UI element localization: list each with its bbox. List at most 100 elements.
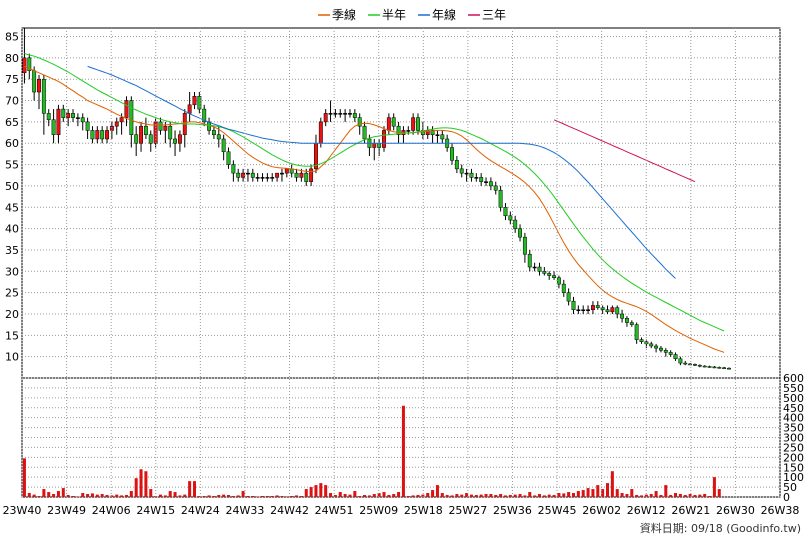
volume-bar [542,495,546,497]
candle-body [226,151,231,165]
candle-body [459,168,464,174]
volume-bar [640,495,644,497]
volume-bar [649,494,653,497]
volume-bar [314,485,318,497]
volume-bar [100,494,104,497]
volume-bar [688,494,692,497]
volume-bar [683,495,687,497]
volume-bar [435,485,439,497]
volume-bar [81,493,85,497]
ma-line [24,65,725,353]
candle-body [260,177,265,179]
volume-bar [606,483,610,497]
volume-bar [669,495,673,497]
candle-body [309,168,314,182]
volume-tick-label: 350 [783,422,804,435]
candle-body [629,322,634,325]
price-tick-label: 15 [5,329,19,342]
candle-body [134,134,139,144]
volume-bar [149,489,153,497]
volume-bar [163,495,167,497]
price-tick-label: 55 [5,159,19,172]
candle-body [649,343,654,347]
volume-bar [440,493,444,497]
candle-body [105,130,109,140]
x-tick-label: 24W51 [315,504,354,517]
volume-bar [115,494,119,497]
volume-bar [367,495,371,497]
candle-body [688,363,693,366]
volume-bar [557,493,561,497]
candle-body [236,172,241,178]
candle-body [469,172,474,178]
candle-body [245,172,250,175]
x-tick-label: 23W49 [47,504,86,517]
candle-body [90,130,95,140]
price-tick-label: 50 [5,180,19,193]
price-tick-label: 30 [5,265,19,278]
candle-body [508,215,513,221]
candle-body [615,307,620,315]
candle-body [576,309,581,311]
volume-bar [708,496,712,497]
candle-body [323,113,328,123]
volume-bar [329,493,333,497]
candle-body [119,117,124,123]
candle-body [250,172,255,178]
candle-body [124,100,129,118]
candle-body [143,125,148,135]
volume-bar [129,491,133,497]
volume-bar [552,495,556,497]
candle-body [542,271,547,274]
volume-tick-label: 300 [783,432,804,445]
candle-body [56,108,61,135]
volume-bar [353,491,357,497]
candle-body [221,138,226,153]
volume-tick-label: 600 [783,372,804,385]
volume-bar [207,495,211,497]
volume-bar [158,494,162,497]
candle-body [148,134,153,144]
volume-bar [426,493,430,497]
candle-body [22,57,27,74]
volume-bar [343,494,347,497]
volume-bar [124,495,128,497]
candle-body [659,347,663,351]
volume-bar [299,496,303,497]
volume-bar [47,492,51,497]
price-tick-label: 40 [5,223,19,236]
volume-tick-label: 0 [783,491,790,504]
candle-body [663,350,668,353]
candle-body [488,181,493,187]
candle-body [624,317,629,323]
volume-bar [635,495,639,497]
volume-bar [567,492,571,497]
volume-bar [601,489,605,497]
x-tick-label: 24W24 [181,504,220,517]
candle-body [450,147,454,161]
volume-bar [499,494,503,497]
volume-bar [236,495,240,497]
candle-body [95,130,100,140]
volume-bar [518,494,522,497]
candle-body [498,189,503,208]
volume-bar [251,496,255,497]
volume-bar [61,488,65,497]
candle-body [702,365,707,368]
x-tick-label: 25W45 [538,504,577,517]
legend-label: 季線 [332,7,356,22]
volume-bar [445,495,449,497]
volume-bar [86,494,90,497]
price-plot-frame [21,27,781,379]
candle-body [464,172,469,175]
volume-bar [644,494,648,497]
price-tick-label: 25 [5,287,19,300]
candle-body [454,160,459,170]
volume-bar [654,491,658,497]
volume-tick-label: 400 [783,412,804,425]
volume-bar [693,495,697,497]
volume-bar [523,495,527,497]
